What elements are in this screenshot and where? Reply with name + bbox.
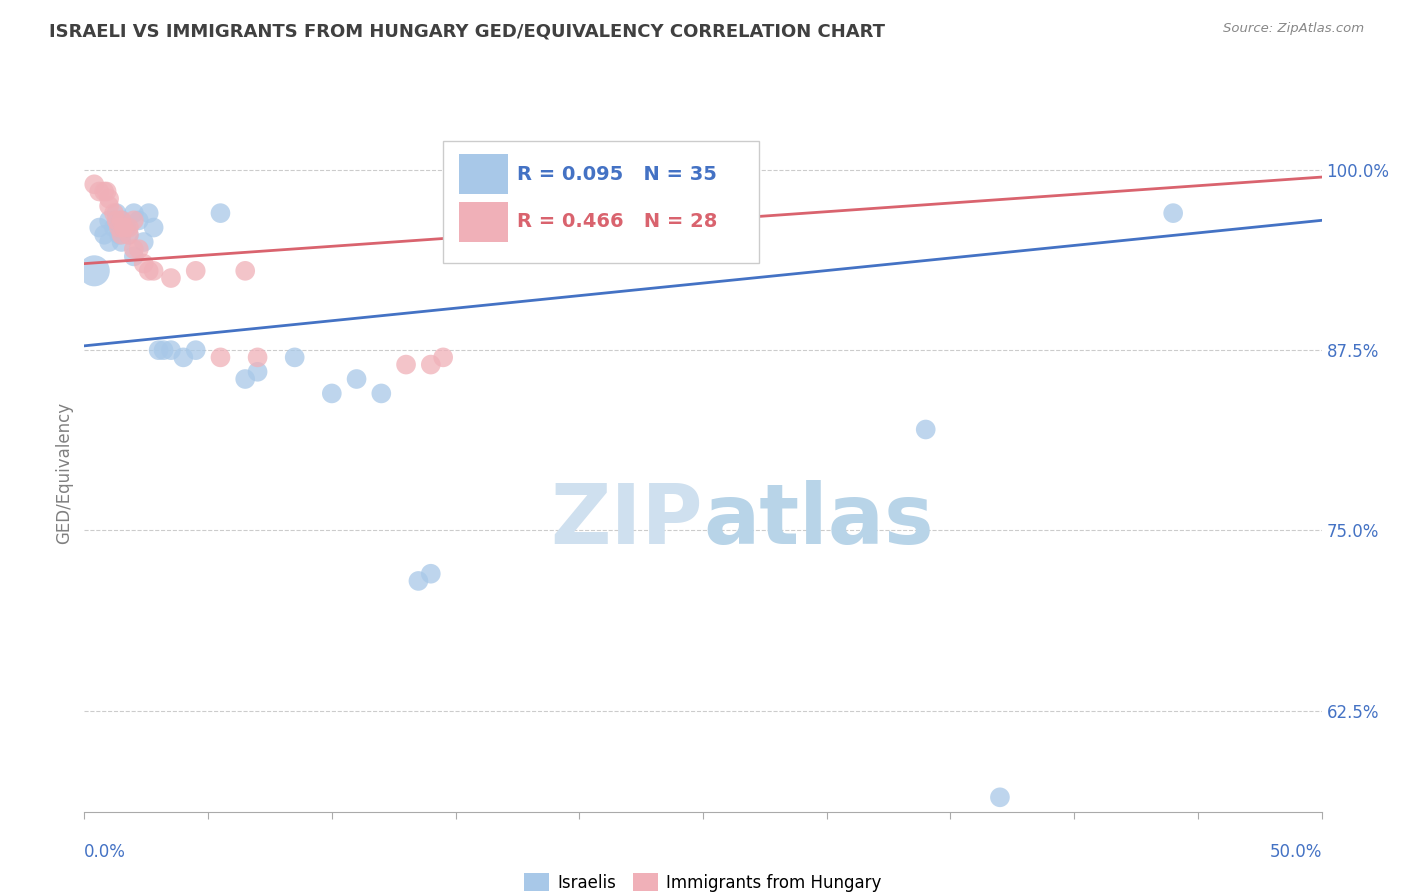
Point xyxy=(98,199,121,213)
Point xyxy=(138,264,160,278)
Point xyxy=(233,372,256,386)
Point xyxy=(142,220,165,235)
Point xyxy=(89,220,111,235)
Point xyxy=(118,220,141,235)
Point xyxy=(103,220,125,235)
Point xyxy=(419,358,441,372)
Point xyxy=(132,235,155,249)
Point xyxy=(110,235,132,249)
Point xyxy=(112,220,135,235)
Point xyxy=(160,271,183,285)
Text: atlas: atlas xyxy=(703,480,934,561)
Text: 0.0%: 0.0% xyxy=(84,843,127,861)
Point xyxy=(89,185,111,199)
Point xyxy=(128,242,150,256)
Point xyxy=(105,206,128,220)
Point xyxy=(105,213,128,227)
Point xyxy=(110,227,132,242)
Point xyxy=(98,192,121,206)
Y-axis label: GED/Equivalency: GED/Equivalency xyxy=(55,401,73,544)
Point xyxy=(152,343,174,358)
Text: ISRAELI VS IMMIGRANTS FROM HUNGARY GED/EQUIVALENCY CORRELATION CHART: ISRAELI VS IMMIGRANTS FROM HUNGARY GED/E… xyxy=(49,22,886,40)
FancyBboxPatch shape xyxy=(460,154,508,194)
Point xyxy=(209,206,232,220)
Point xyxy=(142,264,165,278)
Point xyxy=(108,227,131,242)
Point xyxy=(172,351,194,365)
Point xyxy=(233,264,256,278)
Point xyxy=(184,264,207,278)
Point xyxy=(246,351,269,365)
Point xyxy=(128,213,150,227)
Text: 50.0%: 50.0% xyxy=(1270,843,1322,861)
Point xyxy=(103,206,125,220)
Point xyxy=(346,372,368,386)
Point xyxy=(93,227,115,242)
Point xyxy=(98,213,121,227)
Point xyxy=(160,343,183,358)
Point xyxy=(118,227,141,242)
Point xyxy=(432,351,454,365)
Text: R = 0.466   N = 28: R = 0.466 N = 28 xyxy=(517,212,718,231)
Point xyxy=(321,386,343,401)
FancyBboxPatch shape xyxy=(443,141,759,262)
Point xyxy=(83,178,105,192)
Point xyxy=(132,257,155,271)
Point xyxy=(110,213,132,227)
Point xyxy=(209,351,232,365)
Text: R = 0.095   N = 35: R = 0.095 N = 35 xyxy=(517,165,717,184)
Point xyxy=(122,213,145,227)
Point xyxy=(98,235,121,249)
Point xyxy=(284,351,307,365)
Point xyxy=(914,422,936,436)
Point xyxy=(138,206,160,220)
Point xyxy=(83,264,105,278)
Point xyxy=(122,206,145,220)
Text: Source: ZipAtlas.com: Source: ZipAtlas.com xyxy=(1223,22,1364,36)
Legend: Israelis, Immigrants from Hungary: Israelis, Immigrants from Hungary xyxy=(517,867,889,892)
Point xyxy=(370,386,392,401)
Point xyxy=(115,220,138,235)
Point xyxy=(246,365,269,379)
Point xyxy=(108,220,131,235)
Point xyxy=(184,343,207,358)
Point xyxy=(122,242,145,256)
Point xyxy=(1161,206,1184,220)
Point xyxy=(96,185,118,199)
Point xyxy=(408,574,430,588)
Point xyxy=(419,566,441,581)
FancyBboxPatch shape xyxy=(460,202,508,242)
Text: ZIP: ZIP xyxy=(551,480,703,561)
Point xyxy=(122,249,145,263)
Point xyxy=(110,213,132,227)
Point xyxy=(93,185,115,199)
Point xyxy=(395,358,418,372)
Point xyxy=(118,227,141,242)
Point xyxy=(988,790,1011,805)
Point xyxy=(148,343,170,358)
